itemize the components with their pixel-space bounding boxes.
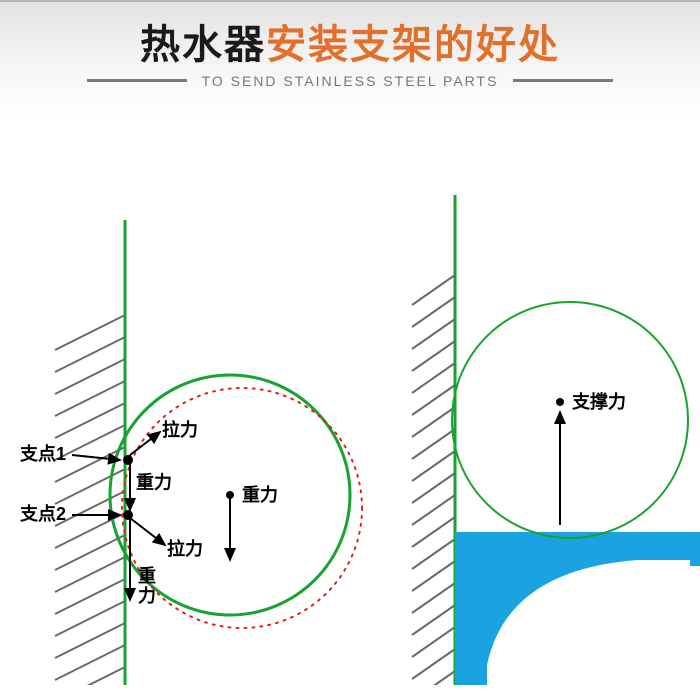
header-top-border <box>0 0 700 2</box>
title-part-2: 安装支架的好处 <box>266 23 560 67</box>
svg-text:重力: 重力 <box>242 484 278 505</box>
title-part-1: 热水器 <box>140 23 266 67</box>
flank-right <box>513 79 613 82</box>
svg-text:拉力: 拉力 <box>167 538 203 559</box>
svg-text:重: 重 <box>138 565 156 586</box>
right-diagram: 支撑力 <box>400 120 700 700</box>
subtitle-text: TO SEND STAINLESS STEEL PARTS <box>192 73 509 89</box>
page-title: 热水器安装支架的好处 <box>0 0 700 70</box>
svg-text:拉力: 拉力 <box>162 419 198 440</box>
svg-text:支点1: 支点1 <box>19 443 66 464</box>
flank-left <box>87 79 187 82</box>
diagram-svg: 重力支点1支点2拉力拉力重力重力 支撑力 <box>0 120 700 700</box>
subtitle-row: TO SEND STAINLESS STEEL PARTS <box>0 72 700 90</box>
diagram-panel: 未安装托架效果 安装托架效果 重力支点1支点2拉力拉力重力重力 支撑力 <box>0 120 700 700</box>
svg-text:支点2: 支点2 <box>19 503 66 524</box>
header-banner: 热水器安装支架的好处 TO SEND STAINLESS STEEL PARTS <box>0 0 700 120</box>
svg-text:支撑力: 支撑力 <box>571 391 626 412</box>
svg-text:重力: 重力 <box>136 472 172 493</box>
svg-text:力: 力 <box>138 586 156 606</box>
